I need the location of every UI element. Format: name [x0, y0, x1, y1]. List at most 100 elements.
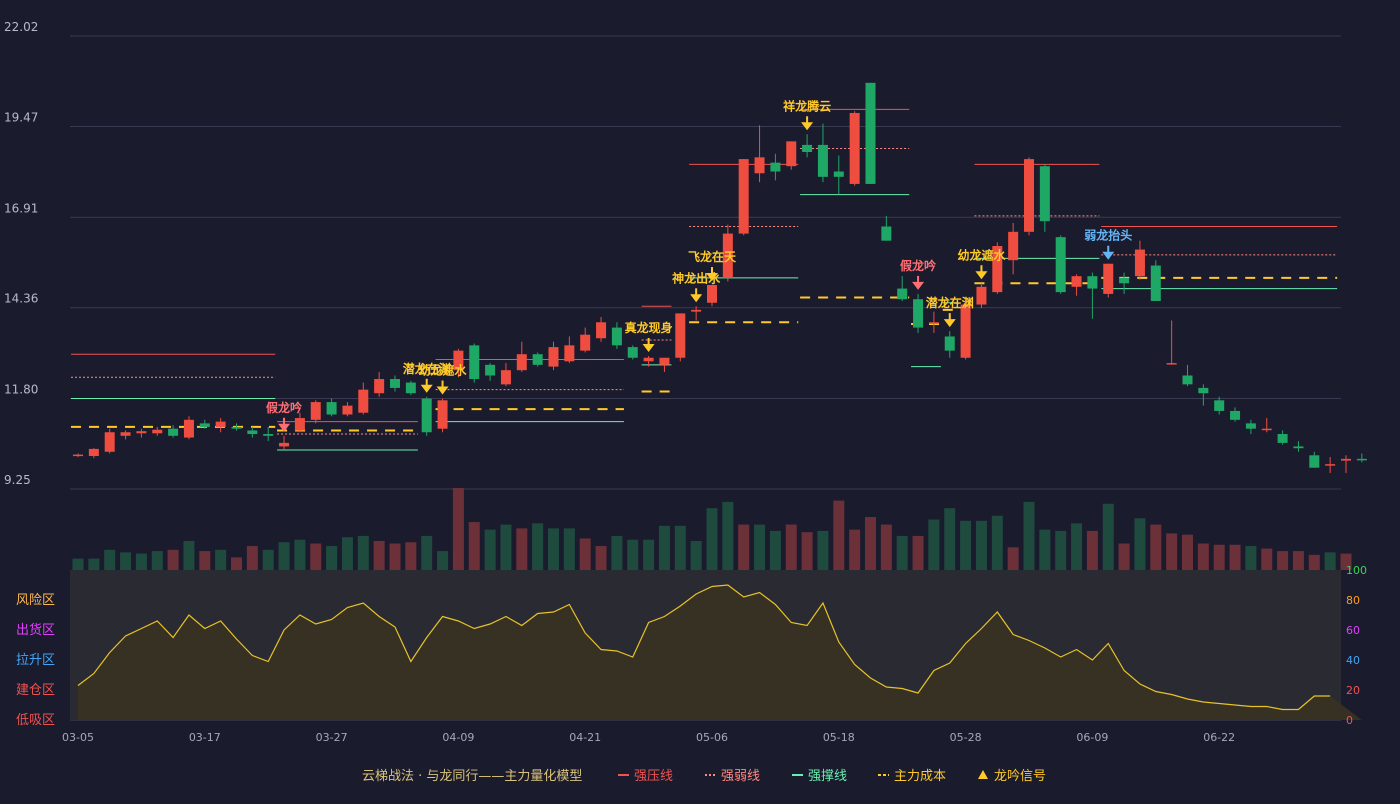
candle-body	[786, 141, 797, 167]
candle-body	[279, 442, 290, 447]
volume-layer	[72, 488, 1352, 570]
candle-body	[516, 354, 527, 371]
volume-bar	[611, 535, 623, 570]
candle-body	[326, 402, 337, 415]
date-tick-label: 06-09	[1076, 731, 1108, 744]
volume-bar	[151, 551, 163, 570]
signal-arrow-icon	[420, 384, 433, 393]
volume-bar	[88, 558, 100, 570]
oscillator-area	[78, 585, 1362, 720]
price-tick-label: 16.91	[4, 201, 38, 215]
volume-bar	[817, 530, 829, 570]
candle-body	[310, 402, 321, 420]
candle-body	[120, 432, 131, 436]
candle-body	[802, 144, 813, 152]
signal-label: 幼龙遮水	[957, 247, 1006, 262]
date-tick-label: 04-09	[442, 731, 474, 744]
candle-body	[770, 162, 781, 172]
signal-arrow-icon	[912, 281, 925, 290]
oscillator-tick-label: 0	[1346, 714, 1353, 727]
signal-label: 幼龙遮水	[419, 363, 468, 378]
volume-bar	[1292, 551, 1304, 570]
volume-bar	[1007, 547, 1019, 570]
candle-body	[1166, 363, 1177, 365]
candle-body	[1325, 464, 1336, 466]
candle-body	[1055, 237, 1066, 293]
volume-bar	[468, 522, 480, 570]
candle-body	[532, 354, 543, 365]
candle-body	[1309, 455, 1320, 468]
candle-body	[1071, 276, 1082, 287]
candle-body	[1024, 159, 1034, 232]
legend-item-label: 强压线	[634, 769, 673, 784]
oscillator-line	[77, 584, 1331, 711]
volume-bar	[389, 543, 401, 570]
price-tick-label: 14.36	[4, 292, 38, 306]
signal-arrow-icon	[801, 122, 814, 131]
signal-arrow-icon	[1102, 251, 1115, 260]
volume-bar	[135, 553, 147, 570]
candle-body	[627, 347, 638, 358]
volume-bar	[738, 524, 750, 570]
volume-bar	[769, 530, 781, 570]
date-tick-label: 03-27	[316, 731, 348, 744]
volume-bar	[452, 488, 464, 570]
volume-bar	[373, 540, 385, 570]
oscillator-tick-label: 80	[1346, 594, 1360, 607]
candle-body	[390, 379, 400, 388]
volume-bar	[1277, 551, 1289, 570]
volume-bar	[722, 501, 734, 570]
signal-arrow-icon	[436, 386, 449, 395]
candle-body	[294, 418, 305, 431]
candle-body	[881, 226, 892, 241]
price-tick-label: 22.02	[4, 20, 38, 34]
volume-bar	[1086, 530, 1098, 570]
volume-bar	[1340, 553, 1352, 570]
volume-bar	[1118, 543, 1130, 570]
volume-bar	[484, 529, 496, 570]
candle-body	[152, 429, 163, 434]
candle-body	[1261, 428, 1272, 431]
price-tick-label: 9.25	[4, 473, 31, 487]
candle-body	[1277, 434, 1288, 443]
zone-label: 风险区	[16, 593, 55, 608]
volume-bar	[1229, 544, 1241, 570]
candle-body	[849, 112, 860, 184]
volume-bar	[1213, 544, 1225, 570]
candle-body	[548, 347, 559, 367]
candle-body	[691, 309, 702, 312]
oscillator-tick-label: 100	[1346, 564, 1367, 577]
candle-body	[405, 382, 416, 394]
candle-body	[1039, 166, 1050, 222]
candle-body	[976, 286, 987, 305]
candle-body	[659, 357, 670, 365]
zone-label: 建仓区	[16, 683, 55, 698]
volume-bar	[944, 508, 956, 570]
volume-bar	[72, 558, 84, 570]
volume-bar	[975, 520, 987, 570]
date-tick-label: 05-18	[823, 731, 855, 744]
signal-label: 潜龙在渊	[926, 295, 974, 310]
volume-bar	[500, 524, 512, 570]
candle-body	[199, 423, 210, 427]
candle-body	[1182, 375, 1193, 385]
volume-bar	[1308, 554, 1320, 570]
volume-bar	[215, 549, 227, 570]
date-tick-label: 06-22	[1203, 731, 1235, 744]
volume-bar	[754, 524, 766, 570]
candle-body	[421, 398, 432, 433]
candle-body	[817, 144, 828, 177]
volume-bar	[960, 520, 972, 570]
volume-bar	[548, 528, 559, 570]
signal-label: 假龙吟	[266, 400, 302, 415]
volume-bar	[849, 529, 861, 570]
zone-label: 低吸区	[16, 713, 55, 728]
candle-body	[738, 159, 749, 234]
volume-bar	[1182, 534, 1193, 570]
annotation-layer: 假龙吟潜龙在渊幼龙遮水真龙现身神龙出水飞龙在天祥龙腾云假龙吟潜龙在渊幼龙遮水弱龙…	[266, 98, 1132, 432]
volume-bar	[1039, 529, 1051, 570]
candle-body	[1150, 265, 1161, 301]
candle-body	[215, 421, 226, 427]
volume-bar	[231, 557, 242, 570]
